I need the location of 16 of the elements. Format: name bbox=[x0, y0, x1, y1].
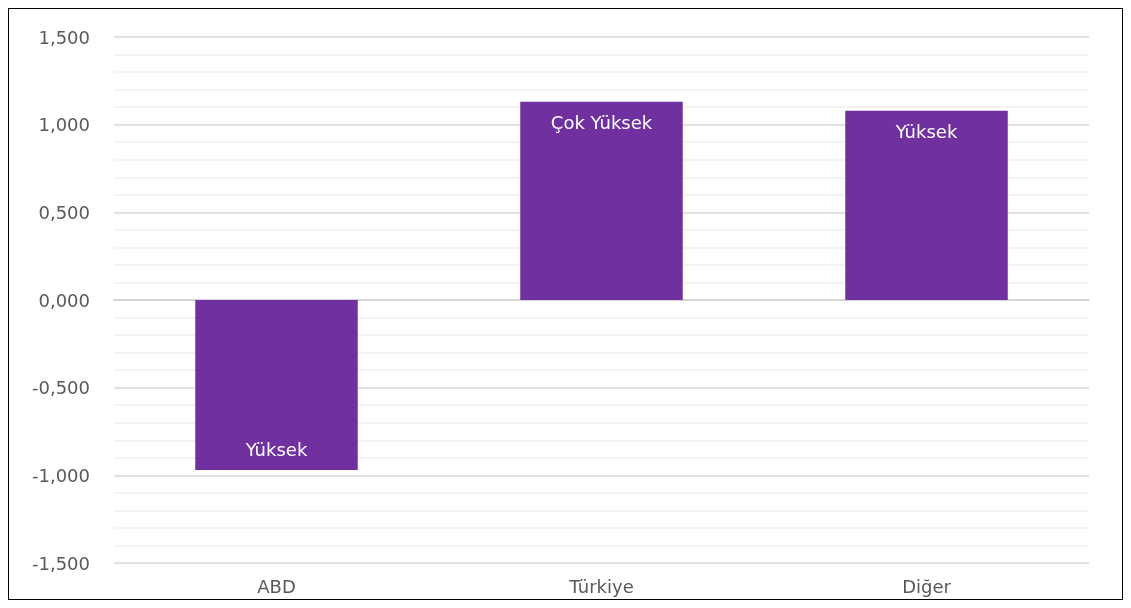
bar bbox=[195, 300, 358, 471]
y-tick-label: 0,000 bbox=[38, 289, 90, 311]
y-tick-label: -0,500 bbox=[31, 377, 90, 399]
data-label: Yüksek bbox=[244, 438, 308, 460]
data-label: Çok Yüksek bbox=[550, 112, 653, 134]
bar bbox=[520, 101, 683, 300]
y-tick-label: 0,500 bbox=[38, 201, 90, 223]
x-tick-label: Türkiye bbox=[568, 575, 634, 597]
y-tick-label: -1,500 bbox=[31, 552, 90, 574]
x-tick-label: ABD bbox=[257, 575, 296, 597]
x-tick-label: Diğer bbox=[902, 575, 952, 597]
data-label: Yüksek bbox=[894, 121, 958, 143]
bar bbox=[845, 110, 1008, 300]
y-tick-label: -1,000 bbox=[31, 464, 90, 486]
y-tick-label: 1,000 bbox=[38, 114, 90, 136]
y-tick-label: 1,500 bbox=[38, 26, 90, 48]
